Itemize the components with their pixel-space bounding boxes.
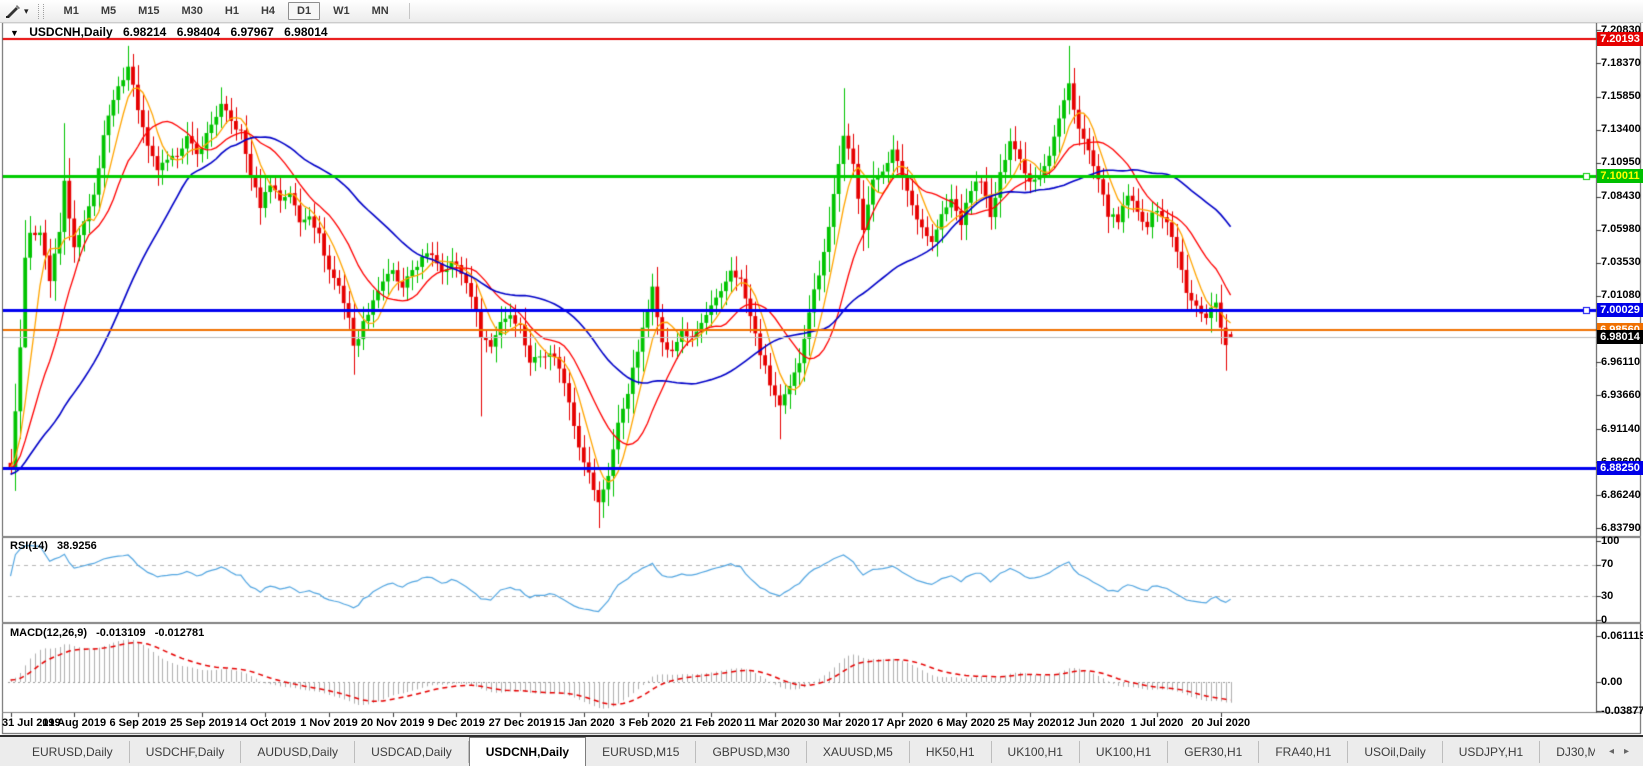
macd-main-value: -0.013109	[96, 627, 146, 639]
rsi-tick-label: 30	[1601, 589, 1614, 602]
macd-tick-label: 0.061119	[1601, 629, 1643, 642]
date-tick-label: 20 Nov 2019	[360, 717, 425, 729]
tab-scroll: ◂ ▸	[1595, 737, 1643, 766]
price-level-badge[interactable]: 7.00029	[1597, 302, 1643, 317]
chart-tab-bar: EURUSD,Daily USDCHF,Daily AUDUSD,Daily USDC…	[0, 735, 1643, 766]
timeframe-buttons: M1 M5 M15 M30 H1 H4 D1 W1 MN	[53, 2, 400, 20]
date-tick-label: 21 Feb 2020	[680, 717, 743, 729]
timeframe-button-h1[interactable]: H1	[224, 5, 239, 17]
tab-scroll-left-icon[interactable]: ◂	[1608, 746, 1614, 757]
date-tick-label: 25 May 2020	[997, 717, 1062, 729]
title-low: 6.97967	[230, 25, 274, 39]
date-tick-label: 6 May 2020	[936, 717, 996, 729]
chart-title: ▼ USDCNH,Daily 6.98214 6.98404 6.97967 6…	[10, 25, 335, 39]
date-tick-label: 30 Mar 2020	[807, 717, 870, 729]
timeframe-button-mn[interactable]: MN	[371, 5, 389, 17]
macd-signal-value: -0.012781	[154, 627, 205, 639]
title-symbol: USDCNH,Daily	[29, 25, 113, 39]
chart-tab-fra40-h1[interactable]: FRA40,H1	[1259, 741, 1349, 763]
date-tick-label: 14 Oct 2019	[234, 717, 296, 729]
date-tick-label: 15 Jan 2020	[552, 717, 615, 729]
rsi-tick-label: 100	[1601, 534, 1620, 547]
macd-label: MACD(12,26,9) -0.013109 -0.012781	[10, 627, 210, 639]
toolbar-grip	[37, 3, 44, 19]
chart-tab-xauusd-m5[interactable]: XAUUSD,M5	[807, 741, 910, 763]
chart-tab-usdchf-daily[interactable]: USDCHF,Daily	[130, 741, 242, 763]
macd-tick-label: 0.00	[1601, 675, 1623, 688]
price-tick-label: 7.03530	[1601, 256, 1641, 269]
price-tick-label: 7.13400	[1601, 123, 1641, 136]
chart-tab-uk100-h1[interactable]: UK100,H1	[992, 741, 1080, 763]
rsi-label: RSI(14) 38.9256	[10, 540, 103, 552]
date-tick-label: 31 Jul 2019	[2, 717, 61, 729]
rsi-tick-label: 0	[1601, 613, 1608, 626]
chart-tabs: EURUSD,Daily USDCHF,Daily AUDUSD,Daily USDC…	[0, 737, 1595, 766]
chart-tab-usoil-daily[interactable]: USOil,Daily	[1348, 741, 1443, 763]
rsi-name: RSI(14)	[10, 540, 48, 552]
title-open: 6.98214	[122, 25, 167, 39]
chart-tab-usdcad-daily[interactable]: USDCAD,Daily	[355, 741, 469, 763]
price-tick-label: 7.01080	[1601, 289, 1641, 302]
date-tick-label: 6 Sep 2019	[109, 717, 167, 729]
price-tick-label: 6.93660	[1601, 388, 1641, 401]
timeframe-button-w1[interactable]: W1	[333, 5, 350, 17]
timeframe-button-m15[interactable]: M15	[138, 5, 160, 17]
title-dropdown-icon[interactable]: ▼	[10, 28, 19, 38]
date-tick-label: 20 Jul 2020	[1191, 717, 1251, 729]
date-tick-label: 25 Sep 2019	[170, 717, 234, 729]
rsi-value: 38.9256	[56, 540, 97, 552]
timeframe-toolbar: ▾ M1 M5 M15 M30 H1 H4 D1 W1 MN	[0, 0, 1643, 23]
price-tick-label: 7.08430	[1601, 190, 1641, 203]
timeframe-button-h4[interactable]: H4	[260, 5, 276, 17]
date-tick-label: 9 Dec 2019	[427, 717, 485, 729]
date-tick-label: 12 Jun 2020	[1062, 717, 1125, 729]
price-tick-label: 6.96110	[1601, 355, 1641, 368]
chart-tab-usdcnh-daily[interactable]: USDCNH,Daily	[468, 737, 587, 766]
chart-tab-ger30-h1[interactable]: GER30,H1	[1168, 741, 1260, 763]
date-tick-label: 3 Feb 2020	[619, 717, 676, 729]
price-tick-label: 7.10950	[1601, 156, 1641, 169]
chart-tab-eurusd-daily[interactable]: EURUSD,Daily	[16, 741, 130, 763]
chart-tab-gbpusd-m30[interactable]: GBPUSD,M30	[696, 741, 807, 763]
chart-tab-dj30-m15[interactable]: DJ30,M15	[1540, 741, 1595, 763]
chart-tab-usdjpy-h1[interactable]: USDJPY,H1	[1443, 741, 1541, 763]
tab-scroll-right-icon[interactable]: ▸	[1623, 746, 1629, 757]
timeframe-button-m5[interactable]: M5	[100, 5, 117, 17]
date-tick-label: 1 Jul 2020	[1130, 717, 1184, 729]
timeframe-button-m30[interactable]: M30	[181, 5, 203, 17]
toolbar-dropdown-icon[interactable]: ▾	[24, 5, 29, 16]
rsi-tick-label: 70	[1601, 558, 1614, 571]
timeframe-button-d1[interactable]: D1	[288, 2, 321, 20]
drawing-tool-icon[interactable]	[5, 3, 23, 19]
current-price-badge: 6.98014	[1597, 329, 1643, 344]
price-level-badge[interactable]: 7.10011	[1597, 168, 1643, 183]
date-tick-label: 1 Nov 2019	[300, 717, 358, 729]
price-level-badge[interactable]: 6.88250	[1597, 461, 1643, 476]
date-tick-label: 27 Dec 2019	[488, 717, 552, 729]
title-close: 6.98014	[284, 25, 328, 39]
price-tick-label: 6.86240	[1601, 488, 1641, 501]
date-tick-label: 19 Aug 2019	[42, 717, 107, 729]
macd-name: MACD(12,26,9)	[10, 627, 88, 639]
title-high: 6.98404	[176, 25, 221, 39]
price-tick-label: 7.05980	[1601, 223, 1641, 236]
chart-tab-uk100-h1[interactable]: UK100,H1	[1080, 741, 1169, 763]
price-tick-label: 7.15850	[1601, 90, 1641, 103]
chart-tab-eurusd-m15[interactable]: EURUSD,M15	[586, 741, 697, 763]
price-tick-label: 6.91140	[1601, 422, 1641, 435]
date-tick-label: 11 Mar 2020	[744, 717, 806, 729]
price-level-badge[interactable]: 7.20193	[1597, 31, 1643, 46]
toolbar-separator	[408, 3, 410, 19]
price-tick-label: 7.18370	[1601, 56, 1641, 69]
price-tick-label: 6.83790	[1601, 521, 1641, 534]
date-tick-label: 17 Apr 2020	[871, 717, 933, 729]
chart-tab-audusd-daily[interactable]: AUDUSD,Daily	[241, 741, 356, 763]
chart-tab-hk50-h1[interactable]: HK50,H1	[910, 741, 992, 763]
timeframe-button-m1[interactable]: M1	[63, 5, 79, 17]
